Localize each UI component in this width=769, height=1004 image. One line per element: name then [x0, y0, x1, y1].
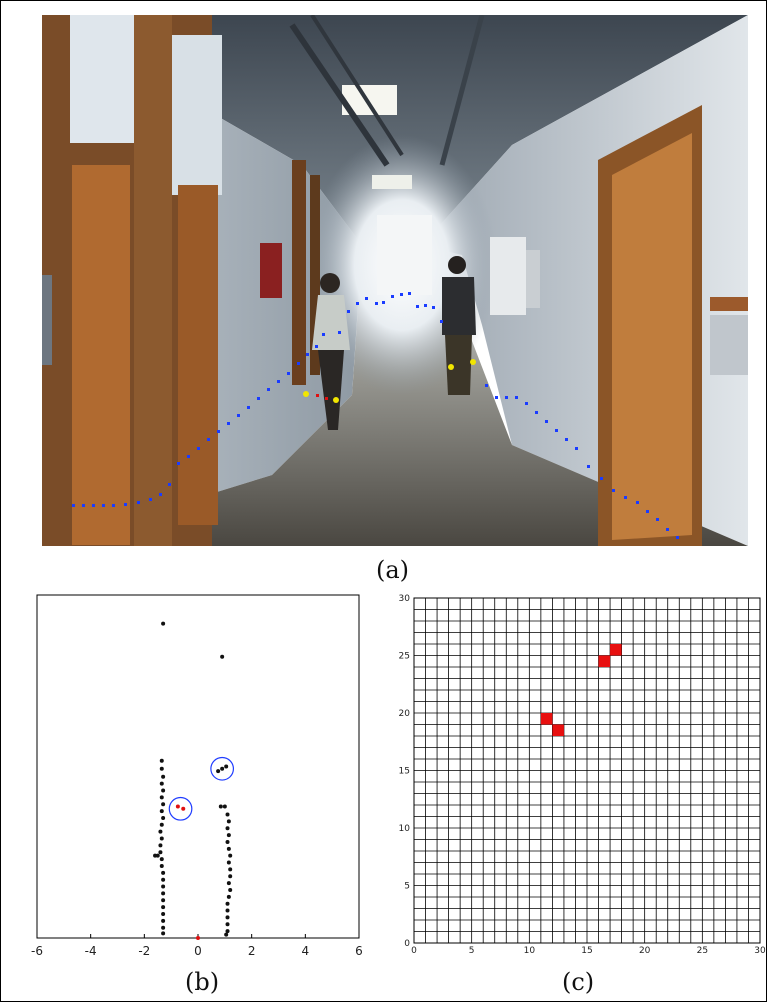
- caption-b: (b): [185, 968, 220, 996]
- laser-scan-overlay: [72, 292, 679, 539]
- caption-c: (c): [562, 968, 595, 996]
- caption-a: (a): [376, 556, 410, 584]
- corridor-photo: [42, 15, 748, 546]
